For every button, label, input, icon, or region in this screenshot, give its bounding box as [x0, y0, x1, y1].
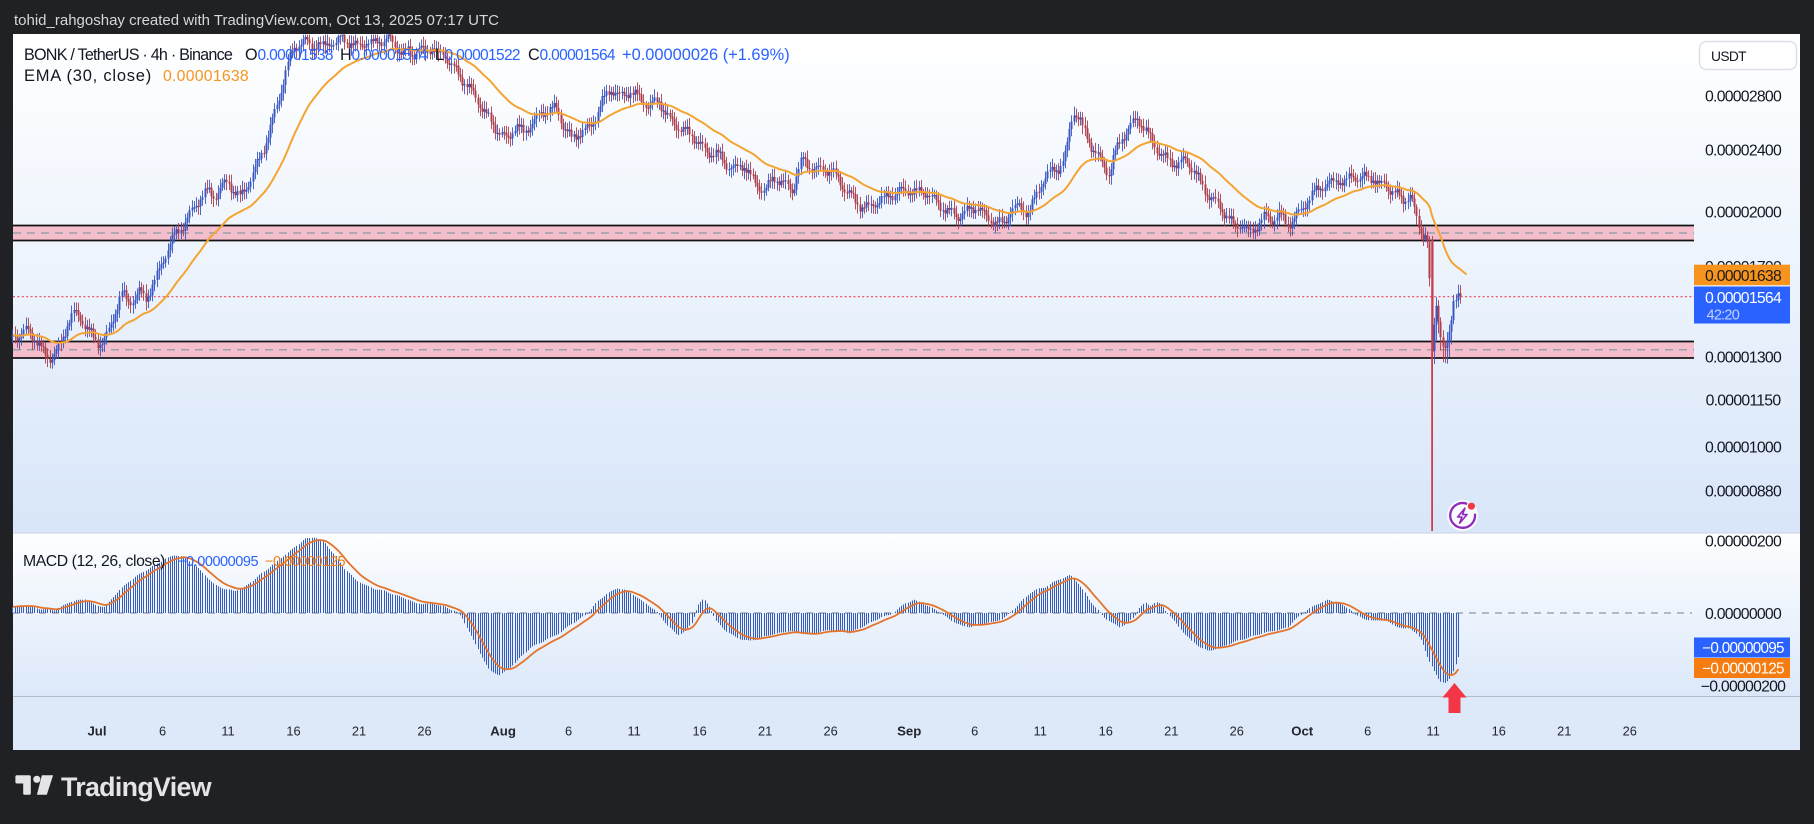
svg-text:0.00001538: 0.00001538 [258, 47, 333, 64]
svg-text:MACD (12, 26, close): MACD (12, 26, close) [23, 553, 165, 570]
svg-text:+0.00000026 (+1.69%): +0.00000026 (+1.69%) [622, 46, 790, 64]
svg-text:0.00001300: 0.00001300 [1705, 350, 1782, 367]
svg-text:6: 6 [971, 724, 978, 739]
svg-text:0.00002000: 0.00002000 [1705, 205, 1782, 222]
svg-text:26: 26 [823, 724, 837, 739]
svg-text:0.00000200: 0.00000200 [1705, 534, 1782, 551]
svg-text:21: 21 [1164, 724, 1178, 739]
svg-text:21: 21 [1557, 724, 1571, 739]
svg-text:0.00002400: 0.00002400 [1705, 143, 1782, 160]
svg-text:16: 16 [1099, 724, 1113, 739]
svg-text:0.00002800: 0.00002800 [1705, 89, 1782, 106]
svg-text:L: L [435, 46, 444, 64]
svg-text:0.00001150: 0.00001150 [1706, 393, 1782, 410]
svg-text:−0.00000200: −0.00000200 [1701, 679, 1786, 696]
svg-text:Sep: Sep [897, 724, 921, 739]
svg-text:−0.00000125: −0.00000125 [1702, 661, 1784, 678]
svg-text:O: O [245, 46, 258, 64]
svg-text:26: 26 [417, 724, 431, 739]
svg-text:21: 21 [758, 724, 772, 739]
svg-text:0.00000000: 0.00000000 [1705, 606, 1782, 623]
svg-text:0.00001638: 0.00001638 [1705, 268, 1782, 285]
svg-text:tohid_rahgoshay created with T: tohid_rahgoshay created with TradingView… [14, 12, 499, 29]
svg-text:−0.00000125: −0.00000125 [265, 554, 346, 570]
svg-text:H: H [340, 46, 352, 64]
svg-text:Jul: Jul [87, 724, 106, 739]
svg-text:0.00001564: 0.00001564 [1705, 290, 1782, 307]
svg-text:11: 11 [221, 724, 234, 739]
svg-text:11: 11 [1427, 724, 1440, 739]
svg-text:EMA (30, close): EMA (30, close) [24, 67, 152, 85]
svg-text:0.00001522: 0.00001522 [445, 47, 520, 64]
svg-text:6: 6 [159, 724, 166, 739]
svg-text:21: 21 [352, 724, 366, 739]
svg-text:C: C [528, 46, 540, 64]
svg-text:26: 26 [1623, 724, 1637, 739]
svg-text:26: 26 [1230, 724, 1244, 739]
svg-text:11: 11 [1034, 724, 1047, 739]
svg-text:0.00001564: 0.00001564 [540, 47, 616, 64]
svg-text:Oct: Oct [1291, 724, 1314, 739]
svg-text:16: 16 [692, 724, 706, 739]
svg-text:0.00001000: 0.00001000 [1705, 440, 1782, 457]
svg-text:11: 11 [627, 724, 640, 739]
svg-text:−0.00000095: −0.00000095 [1702, 640, 1784, 657]
svg-text:Aug: Aug [490, 724, 516, 739]
svg-text:16: 16 [286, 724, 300, 739]
svg-text:TradingView: TradingView [61, 772, 212, 802]
svg-text:42:20: 42:20 [1707, 308, 1740, 324]
svg-text:0.00001638: 0.00001638 [163, 68, 249, 85]
svg-text:0.00000880: 0.00000880 [1705, 484, 1782, 501]
svg-text:6: 6 [565, 724, 572, 739]
svg-text:16: 16 [1492, 724, 1506, 739]
svg-text:USDT: USDT [1711, 49, 1747, 64]
svg-text:0.00001574: 0.00001574 [352, 47, 428, 64]
svg-text:6: 6 [1364, 724, 1371, 739]
svg-text:BONK / TetherUS · 4h · Binance: BONK / TetherUS · 4h · Binance [24, 46, 233, 64]
svg-text:−0.00000095: −0.00000095 [178, 554, 259, 570]
